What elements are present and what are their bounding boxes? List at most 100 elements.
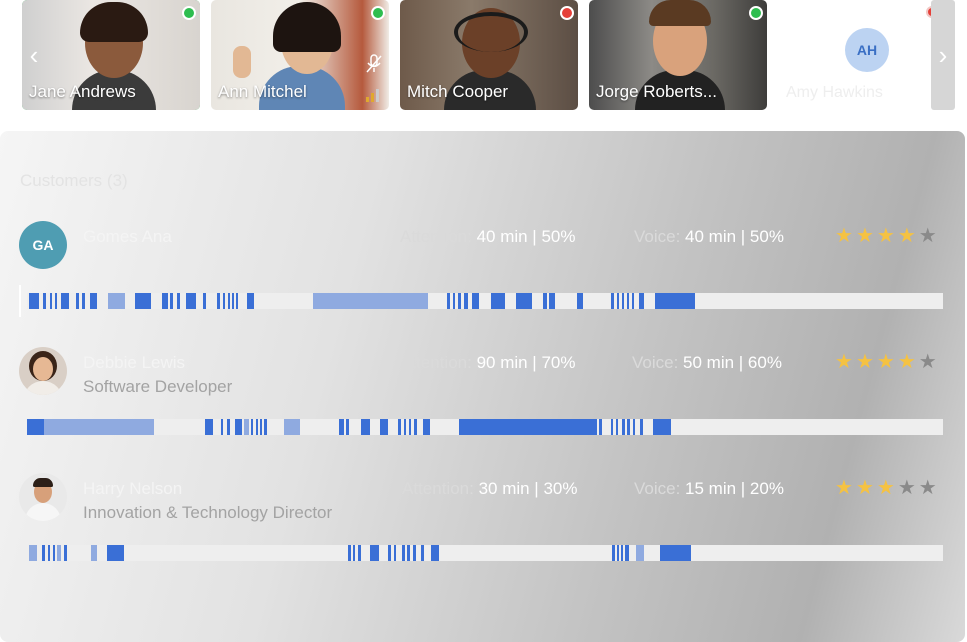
activity-segment [516,293,532,309]
activity-timeline[interactable] [27,419,943,435]
customer-row-gomes-ana[interactable]: GA Gomes Ana Attention: 40 min | 50% Voi… [0,221,965,331]
activity-segment [264,419,267,435]
activity-segment [221,419,223,435]
rating-stars: ★ ★ ★ ★ ★ [835,352,937,372]
activity-segment [227,419,230,435]
activity-segment [348,545,351,561]
customer-row-harry-nelson[interactable]: Harry Nelson Innovation & Technology Dir… [0,473,965,583]
activity-segment [43,293,46,309]
activity-segment [313,293,428,309]
avatar [19,473,67,521]
activity-segment [639,293,644,309]
mic-muted-icon[interactable] [365,54,383,74]
activity-segment [170,293,173,309]
activity-segment [660,545,691,561]
activity-segment [621,545,623,561]
activity-segment [76,293,79,309]
voice-label: Voice: [634,479,681,498]
activity-segment [388,545,391,561]
activity-segment [232,293,234,309]
activity-segment [162,293,168,309]
activity-segment [636,545,644,561]
activity-segment [223,293,225,309]
activity-segment [549,293,555,309]
activity-segment [42,545,45,561]
activity-segment [57,545,61,561]
activity-segment [135,293,151,309]
activity-segment [407,545,410,561]
activity-segment [251,419,253,435]
avatar [19,347,67,395]
activity-segment [235,419,242,435]
chevron-right-icon[interactable]: › [931,0,955,110]
activity-segment [404,419,406,435]
participant-tile-amy-hawkins[interactable]: AH Amy Hawkins [778,0,956,110]
panel-title: Customers (3) [20,171,128,190]
activity-segment [205,419,213,435]
activity-segment [91,545,97,561]
activity-segment [447,293,450,309]
activity-segment [655,293,695,309]
customer-name: Debbie Lewis [83,353,186,372]
activity-segment [107,545,124,561]
activity-segment [633,419,635,435]
activity-segment [61,293,69,309]
attention-metric: Attention: 90 min | 70% [400,353,575,373]
activity-segment [361,419,370,435]
participant-name: Jane Andrews [29,82,136,101]
attention-metric: Attention: 40 min | 50% [400,227,575,247]
customer-row-debbie-lewis[interactable]: Debbie Lewis Software Developer Attentio… [0,347,965,457]
activity-segment [577,293,583,309]
activity-segment [616,419,618,435]
star-filled-icon: ★ [835,225,853,247]
participant-tile-ann-mitchel[interactable]: Ann Mitchel [211,0,389,110]
activity-segment [423,419,430,435]
star-filled-icon: ★ [897,225,916,247]
star-filled-icon: ★ [876,351,895,373]
customer-name: Harry Nelson [83,479,183,498]
customer-role: Innovation & Technology Director [83,503,333,522]
online-status-icon [749,6,763,20]
signal-strength-icon [366,89,379,102]
star-empty-icon: ★ [897,477,916,499]
star-filled-icon: ★ [855,477,874,499]
activity-segment [421,545,424,561]
star-filled-icon: ★ [835,351,853,373]
participant-name: Amy Hawkins [786,84,883,101]
activity-segment [284,419,300,435]
activity-segment [244,419,249,435]
activity-segment [458,293,461,309]
activity-segment [50,293,52,309]
activity-segment [55,293,57,309]
voice-metric: Voice: 15 min | 20% [634,479,784,499]
star-filled-icon: ★ [835,477,853,499]
star-filled-icon: ★ [855,225,874,247]
avatar: GA [19,221,67,269]
voice-metric: Voice: 50 min | 60% [632,353,782,373]
activity-segment [44,419,154,435]
avatar: AH [845,28,889,72]
voice-label: Voice: [634,227,681,246]
participant-tile-jane-andrews[interactable]: Jane Andrews [22,0,200,110]
activity-segment [653,419,671,435]
star-empty-icon: ★ [918,351,937,373]
activity-segment [611,419,613,435]
voice-label: Voice: [632,353,679,372]
customer-role: Software Developer [83,377,233,396]
rating-stars: ★ ★ ★ ★ ★ [835,226,937,246]
star-empty-icon: ★ [918,225,937,247]
activity-segment [491,293,505,309]
attention-label: Attention: [400,353,472,372]
activity-timeline[interactable] [27,545,943,561]
activity-segment [108,293,125,309]
participant-name: Mitch Cooper [407,82,509,101]
activity-timeline[interactable] [27,293,943,309]
chevron-left-icon[interactable]: ‹ [29,39,39,70]
activity-segment [256,419,258,435]
activity-segment [53,545,55,561]
activity-segment [394,545,396,561]
voice-metric: Voice: 40 min | 50% [634,227,784,247]
participant-tile-mitch-cooper[interactable]: Mitch Cooper [400,0,578,110]
participant-tile-jorge-roberts[interactable]: Jorge Roberts... [589,0,767,110]
activity-segment [398,419,401,435]
